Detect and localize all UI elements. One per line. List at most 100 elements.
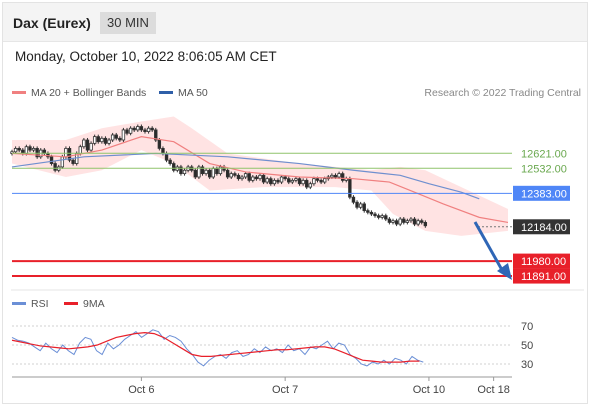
candle-body	[53, 163, 57, 171]
ma20-line	[11, 136, 509, 224]
candle-body	[143, 129, 147, 132]
candle-body	[24, 146, 29, 154]
candle-body	[211, 168, 215, 178]
candle-body	[265, 178, 269, 183]
timeframe-badge[interactable]: 30 MIN	[100, 12, 156, 34]
candle-body	[197, 166, 201, 178]
candle-body	[85, 139, 90, 151]
forecast-arrowhead	[497, 263, 512, 280]
candle-body	[229, 173, 233, 178]
ma9-legend-swatch	[64, 302, 78, 305]
candle-body	[384, 215, 388, 220]
candle-body	[340, 173, 345, 181]
candle-body	[269, 178, 273, 185]
candle-body	[391, 220, 395, 223]
candle-body	[157, 139, 162, 149]
candle-body	[31, 148, 36, 151]
price-levels: 12621.00 12532.00 12383.00 12184.00 11980.00…	[12, 148, 570, 284]
candle-body	[416, 220, 420, 225]
level-label: 12532.00	[521, 163, 567, 175]
rsi-legend-swatch	[12, 302, 26, 305]
level-label: 11980.00	[521, 256, 566, 268]
x-tick-label: Oct 7	[272, 384, 298, 396]
candle-body	[150, 127, 154, 131]
level-tag-red	[513, 268, 570, 284]
candle-body	[333, 174, 338, 178]
ma20-legend-label: MA 20 + Bollinger Bands	[31, 87, 146, 99]
candle-body	[290, 179, 295, 183]
candle-body	[35, 148, 39, 158]
candle-body	[13, 148, 18, 153]
candle-body	[380, 215, 384, 218]
candle-body	[312, 178, 316, 185]
candle-body	[28, 146, 32, 151]
candle-body	[161, 148, 165, 154]
time-axis: Oct 6 Oct 7 Oct 10 Oct 18	[12, 376, 512, 396]
rsi-tick-label: 30	[521, 359, 533, 371]
candle-body	[254, 176, 259, 180]
candle-body	[136, 126, 140, 131]
candle-body	[100, 137, 104, 143]
candle-body	[319, 179, 323, 183]
ma20-legend-swatch	[12, 91, 26, 94]
credit-text: Research © 2022 Trading Central	[424, 87, 581, 99]
candle-body	[405, 220, 410, 223]
candle-body	[215, 168, 219, 175]
x-tick-label: Oct 6	[128, 384, 154, 396]
candle-body	[423, 222, 428, 227]
candle-body	[258, 174, 262, 180]
candle-body	[251, 176, 255, 181]
candle-body	[261, 174, 266, 183]
candle-body	[207, 169, 212, 178]
price-plot	[10, 116, 509, 236]
candle-body	[387, 218, 392, 223]
candle-body	[225, 169, 230, 178]
title-bar: Dax (Eurex) 30 MIN	[3, 3, 587, 42]
timestamp: Monday, October 10, 2022 8:06:05 AM CET	[15, 49, 277, 64]
candle-body	[297, 178, 302, 185]
candle-body	[67, 148, 72, 161]
ma50-line	[11, 152, 480, 200]
rsi-legend-label: RSI	[31, 298, 49, 310]
candle-body	[366, 210, 370, 213]
candle-body	[96, 136, 100, 143]
candle-body	[337, 173, 341, 178]
candle-body	[373, 213, 377, 217]
candle-body	[272, 179, 277, 185]
candle-body	[355, 201, 359, 208]
x-tick-label: Oct 10	[413, 384, 445, 396]
candle-body	[179, 166, 183, 175]
candle-body	[240, 176, 244, 180]
candle-body	[233, 173, 237, 176]
candle-body	[236, 174, 241, 180]
level-tag-current	[513, 219, 570, 235]
candle-body	[308, 183, 313, 188]
candle-body	[330, 174, 334, 178]
candle-body	[398, 218, 402, 225]
candle-body	[82, 139, 86, 148]
candle-body	[376, 215, 381, 218]
rsi-tick-label: 70	[521, 321, 533, 333]
candle-body	[17, 148, 21, 151]
candle-body	[204, 169, 208, 175]
candle-body	[110, 134, 115, 141]
candle-body	[168, 159, 172, 164]
candle-body	[121, 129, 126, 141]
candle-body	[125, 129, 129, 134]
level-label: 11891.00	[521, 271, 566, 283]
ma50-legend-swatch	[159, 91, 173, 94]
rsi-tick-label: 50	[521, 340, 533, 352]
level-label: 12383.00	[521, 188, 567, 200]
candle-body	[154, 129, 158, 141]
level-label: 12184.00	[521, 222, 567, 234]
candle-body	[283, 176, 287, 180]
candle-body	[279, 176, 284, 183]
candle-body	[362, 203, 366, 212]
candle-body	[182, 169, 187, 175]
candle-body	[114, 134, 118, 139]
rsi-plot: 30 50 70	[11, 321, 533, 371]
candle-body	[358, 203, 363, 208]
x-tick-label: Oct 18	[477, 384, 509, 396]
candle-body	[412, 218, 417, 225]
